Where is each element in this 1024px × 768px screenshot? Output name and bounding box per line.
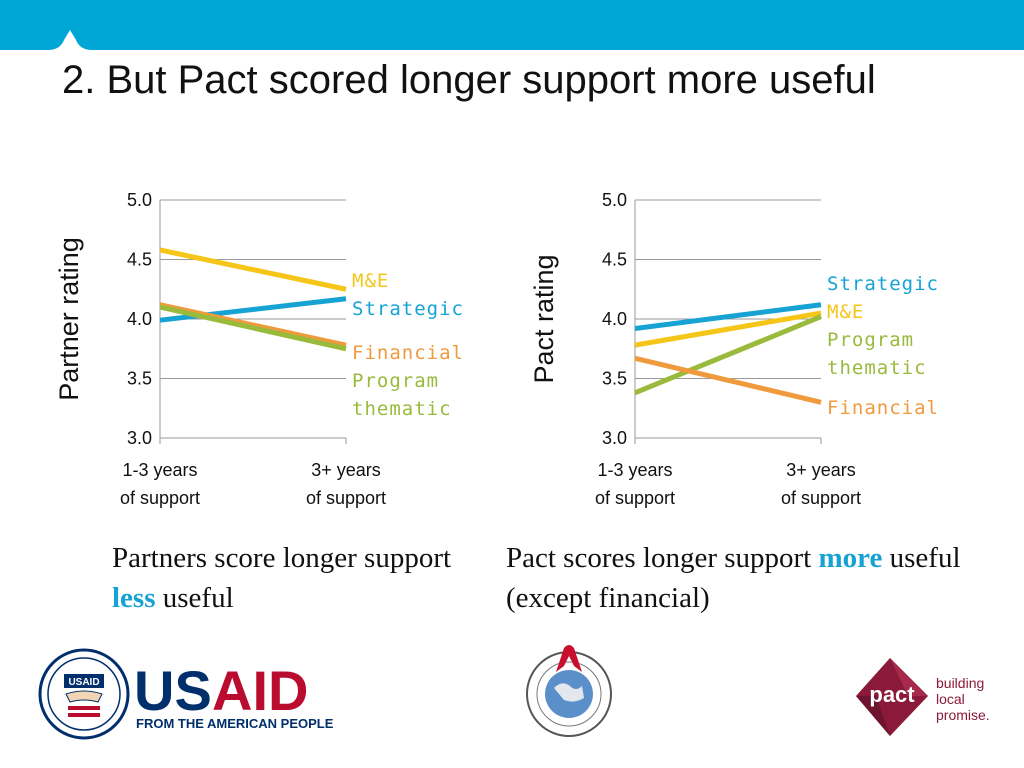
x-tick-label: 3+ years <box>311 460 381 480</box>
pact-caption-tail: useful (except financial) <box>506 542 961 614</box>
series-end-label: Strategic <box>827 273 939 295</box>
partner-caption-emphasis: less <box>112 582 156 614</box>
partner-caption-tail: useful <box>155 582 234 614</box>
series-line-financial <box>159 302 347 348</box>
y-tick-label: 5.0 <box>602 190 627 210</box>
pact-logo: pact building local promise. <box>856 658 990 736</box>
y-axis-label: Partner rating <box>54 237 84 401</box>
usaid-wordmark-us: US <box>134 659 212 722</box>
partner-caption: Partners score longer support less usefu… <box>112 538 492 618</box>
series-line-strategic <box>159 296 347 323</box>
series-end-label: Financial <box>827 397 939 419</box>
x-tick-label: of support <box>120 488 200 508</box>
pact-tagline-line-1: building <box>936 675 984 691</box>
y-tick-label: 3.0 <box>602 428 627 448</box>
y-tick-label: 4.5 <box>602 250 627 270</box>
presidential-seal-icon <box>526 645 612 737</box>
series-line-m-e <box>159 247 347 292</box>
pact-name: pact <box>869 682 915 707</box>
usaid-seal-badge: USAID <box>68 677 99 688</box>
pact-tagline-line-2: local <box>936 691 965 707</box>
series-end-label: Program <box>352 370 439 392</box>
partner-caption-text: Partners score longer support <box>112 542 452 574</box>
usaid-tagline: FROM THE AMERICAN PEOPLE <box>136 716 334 731</box>
pact-tagline-line-3: promise. <box>936 707 990 723</box>
y-tick-label: 3.0 <box>127 428 152 448</box>
x-tick-label: of support <box>595 488 675 508</box>
x-tick-label: 3+ years <box>786 460 856 480</box>
series-line-strategic <box>634 302 822 331</box>
top-banner <box>0 0 1024 50</box>
partner-rating-chart: 5.0 4.5 4.0 3.5 3.0 Partner rating 1-3 years of… <box>54 190 464 508</box>
pact-caption-emphasis: more <box>818 542 883 574</box>
series-end-label: M&E <box>827 301 864 323</box>
usaid-wordmark-aid: AID <box>212 659 308 722</box>
series-end-label: thematic <box>827 357 927 379</box>
series-end-label: Strategic <box>352 298 464 320</box>
y-tick-label: 3.5 <box>602 369 627 389</box>
series-end-label: Financial <box>352 342 464 364</box>
series-end-label: Program <box>827 329 914 351</box>
x-tick-label: 1-3 years <box>597 460 672 480</box>
series-line-program-thematic <box>634 314 822 396</box>
series-line-financial <box>634 355 822 405</box>
usaid-logo: USAID US AID FROM THE AMERICAN PEOPLE <box>38 648 334 740</box>
series-end-label: M&E <box>352 270 389 292</box>
y-tick-label: 4.0 <box>602 309 627 329</box>
pact-rating-chart: 5.0 4.5 4.0 3.5 3.0 Pact rating 1-3 years of su… <box>529 190 939 508</box>
pact-caption-text: Pact scores longer support <box>506 542 819 574</box>
pact-caption: Pact scores longer support more useful (… <box>506 538 1006 618</box>
series-line-m-e <box>634 310 822 348</box>
x-tick-label: 1-3 years <box>122 460 197 480</box>
x-tick-label: of support <box>306 488 386 508</box>
slide-title: 2. But Pact scored longer support more u… <box>62 58 876 102</box>
pact-diamond-icon <box>856 658 928 736</box>
y-tick-label: 4.5 <box>127 250 152 270</box>
series-line-program-thematic <box>159 304 347 352</box>
y-tick-label: 3.5 <box>127 369 152 389</box>
x-tick-label: of support <box>781 488 861 508</box>
usaid-seal-icon: USAID <box>38 648 130 740</box>
y-tick-label: 5.0 <box>127 190 152 210</box>
y-axis-label: Pact rating <box>529 254 559 383</box>
y-tick-label: 4.0 <box>127 309 152 329</box>
series-end-label: thematic <box>352 398 452 420</box>
